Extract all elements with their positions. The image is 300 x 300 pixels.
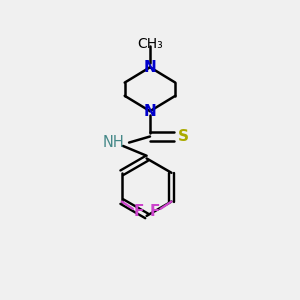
Text: CH₃: CH₃ — [137, 37, 163, 51]
Text: NH: NH — [103, 135, 124, 150]
Text: F: F — [149, 204, 160, 219]
Text: N: N — [144, 104, 156, 119]
Text: S: S — [178, 129, 189, 144]
Text: N: N — [144, 60, 156, 75]
Text: F: F — [134, 204, 144, 219]
